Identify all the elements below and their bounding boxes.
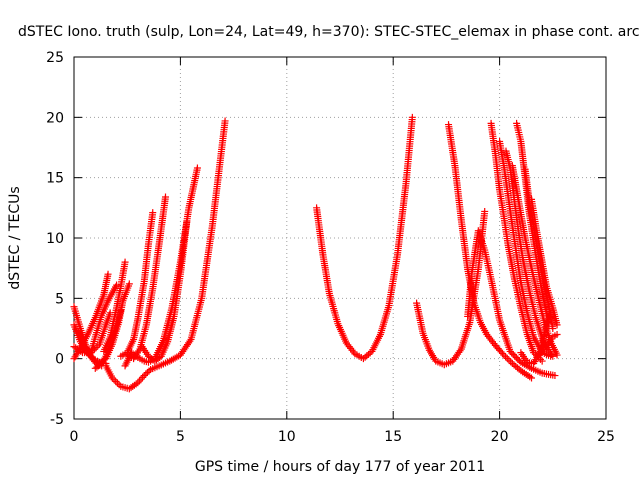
series-arc-15 xyxy=(413,207,489,369)
data-point xyxy=(543,341,551,349)
series-arc-12 xyxy=(117,209,157,360)
series-arc-11 xyxy=(123,193,170,363)
data-point xyxy=(553,321,561,329)
y-tick-label: 5 xyxy=(55,291,64,307)
x-tick-label: 10 xyxy=(278,429,296,445)
series-arc-7 xyxy=(96,280,133,367)
data-point xyxy=(553,331,561,339)
x-tick-label: 5 xyxy=(176,429,185,445)
x-axis-label: GPS time / hours of day 177 of year 2011 xyxy=(195,459,485,475)
data-point xyxy=(553,351,561,359)
x-tick-label: 20 xyxy=(491,429,509,445)
data-point xyxy=(511,352,519,360)
series-arc-5 xyxy=(74,281,121,357)
data-point xyxy=(507,358,515,366)
data-point xyxy=(512,354,520,362)
data-point xyxy=(547,309,555,317)
data-point xyxy=(149,209,157,217)
data-point xyxy=(408,113,416,121)
data-point xyxy=(142,370,150,378)
series-arc-20 xyxy=(502,147,557,360)
data-point xyxy=(81,343,89,351)
data-point xyxy=(538,357,546,365)
data-point xyxy=(505,356,513,364)
data-point xyxy=(84,346,92,354)
chart-title: dSTEC Iono. truth (sulp, Lon=24, Lat=49,… xyxy=(18,24,640,40)
data-point xyxy=(193,164,201,172)
data-point xyxy=(143,369,151,377)
data-point xyxy=(183,218,191,226)
data-point xyxy=(121,258,129,266)
series-arc-17 xyxy=(464,227,559,380)
data-point xyxy=(514,355,522,363)
data-point xyxy=(113,281,121,289)
data-point xyxy=(108,374,116,382)
data-point xyxy=(112,377,120,385)
data-point xyxy=(456,347,464,355)
series-arc-18 xyxy=(487,119,546,365)
data-point xyxy=(503,354,511,362)
series-arc-14 xyxy=(313,113,416,363)
data-point xyxy=(528,374,536,382)
data-point xyxy=(509,351,517,359)
data-point xyxy=(502,353,510,361)
data-point xyxy=(104,270,112,278)
y-tick-label: -5 xyxy=(50,412,64,428)
data-point xyxy=(551,372,559,380)
y-tick-label: 20 xyxy=(46,110,64,126)
series-arc-3 xyxy=(70,270,112,363)
y-axis-label: dSTEC / TECUs xyxy=(7,186,23,289)
data-point xyxy=(508,349,516,357)
data-point xyxy=(77,347,85,355)
data-point xyxy=(125,280,133,288)
data-point xyxy=(530,349,538,357)
y-tick-label: 0 xyxy=(55,352,64,368)
data-point xyxy=(113,379,121,387)
data-point xyxy=(145,367,153,375)
series-arc-24 xyxy=(528,195,561,329)
series-arc-9 xyxy=(102,117,229,393)
series-arc-8 xyxy=(100,258,129,355)
series-arc-26 xyxy=(534,331,561,360)
x-tick-label: 25 xyxy=(597,429,615,445)
data-point xyxy=(481,207,489,215)
x-tick-label: 0 xyxy=(70,429,79,445)
data-point xyxy=(549,352,557,360)
series-arc-13 xyxy=(138,218,191,365)
data-point xyxy=(110,376,118,384)
y-tick-label: 25 xyxy=(46,50,64,66)
data-point xyxy=(82,344,90,352)
y-tick-label: 10 xyxy=(46,231,64,247)
data-point xyxy=(506,347,514,355)
data-point xyxy=(221,117,229,125)
y-tick-label: 15 xyxy=(46,171,64,187)
data-point xyxy=(115,381,123,389)
x-tick-label: 15 xyxy=(384,429,402,445)
axis-ticks: 0 5 10 15 20 25 -5 0 5 10 15 20 25 xyxy=(46,50,615,445)
data-point xyxy=(132,380,140,388)
data-points xyxy=(70,113,561,393)
data-point xyxy=(162,193,170,201)
series-arc-25 xyxy=(517,309,555,367)
data-point xyxy=(498,349,506,357)
data-point xyxy=(140,372,148,380)
data-point xyxy=(500,351,508,359)
data-point xyxy=(549,325,557,332)
